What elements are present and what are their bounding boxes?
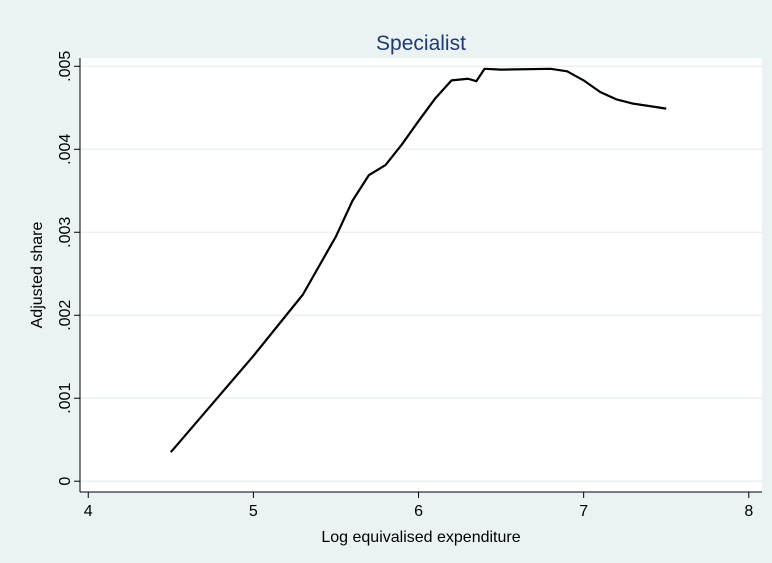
y-tick-label: .005 bbox=[57, 51, 74, 82]
y-axis-title: Adjusted share bbox=[29, 222, 46, 329]
y-tick-label: 0 bbox=[57, 477, 74, 486]
x-axis-title: Log equivalised expenditure bbox=[321, 529, 520, 546]
y-tick-label: .003 bbox=[57, 217, 74, 248]
data-line bbox=[169, 67, 667, 453]
x-tick-label: 4 bbox=[84, 503, 93, 520]
chart-title: Specialist bbox=[376, 32, 466, 55]
x-tick-label: 6 bbox=[414, 503, 423, 520]
x-tick-label: 8 bbox=[744, 503, 753, 520]
y-tick-label: .002 bbox=[57, 300, 74, 331]
x-tick-label: 5 bbox=[249, 503, 258, 520]
y-tick-label: .004 bbox=[57, 134, 74, 165]
x-tick-label: 7 bbox=[579, 503, 588, 520]
plot-area bbox=[80, 58, 762, 492]
y-tick-label: .001 bbox=[57, 383, 74, 414]
